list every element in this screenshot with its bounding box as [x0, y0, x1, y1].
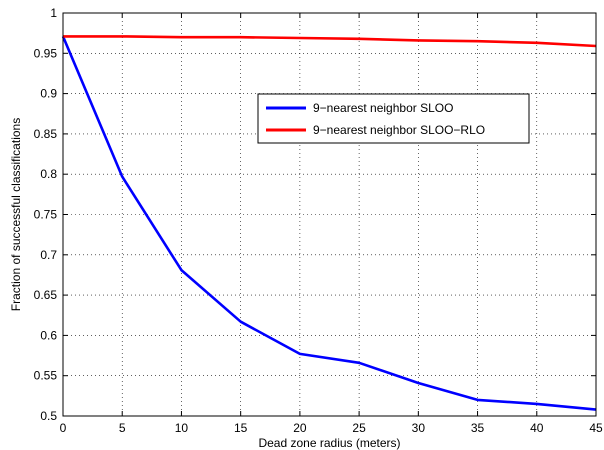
legend-label-sloo-rlo: 9−nearest neighbor SLOO−RLO	[313, 123, 485, 137]
y-tick-label: 0.5	[40, 409, 57, 423]
y-tick-label: 0.7	[40, 248, 57, 262]
x-tick-label: 5	[119, 421, 126, 435]
y-tick-label: 0.75	[34, 208, 58, 222]
y-tick-label: 0.8	[40, 167, 57, 181]
y-tick-label: 1	[50, 6, 57, 20]
y-tick-label: 0.85	[34, 127, 58, 141]
legend-label-sloo: 9−nearest neighbor SLOO	[313, 101, 453, 115]
y-tick-label: 0.55	[34, 369, 58, 383]
x-tick-label: 25	[352, 421, 366, 435]
plot-frame	[62, 12, 597, 417]
series-line-sloo	[61, 35, 597, 411]
x-tick-label: 0	[60, 421, 67, 435]
x-axis-title: Dead zone radius (meters)	[258, 436, 400, 450]
y-tick-label: 0.9	[40, 87, 57, 101]
legend: 9−nearest neighbor SLOO 9−nearest neighb…	[257, 93, 530, 144]
axis-ticks: 0 5 10 15 20 25 30 35 40 45 0.5 0.55 0.6 0.65 0.7 0.75 0…	[34, 6, 603, 435]
x-tick-label: 40	[530, 421, 544, 435]
series-layer	[61, 35, 597, 411]
y-tick-label: 0.65	[34, 288, 58, 302]
series-line-sloo-rlo	[63, 35, 597, 48]
grid-lines	[63, 13, 596, 416]
x-tick-label: 15	[234, 421, 248, 435]
y-tick-label: 0.6	[40, 328, 57, 342]
y-tick-label: 0.95	[34, 46, 58, 60]
x-tick-label: 35	[471, 421, 485, 435]
legend-box	[257, 93, 530, 144]
x-tick-label: 10	[175, 421, 189, 435]
y-axis-title: Fraction of successful classifications	[9, 118, 23, 311]
x-tick-label: 45	[589, 421, 603, 435]
x-tick-label: 30	[412, 421, 426, 435]
x-tick-label: 20	[293, 421, 307, 435]
